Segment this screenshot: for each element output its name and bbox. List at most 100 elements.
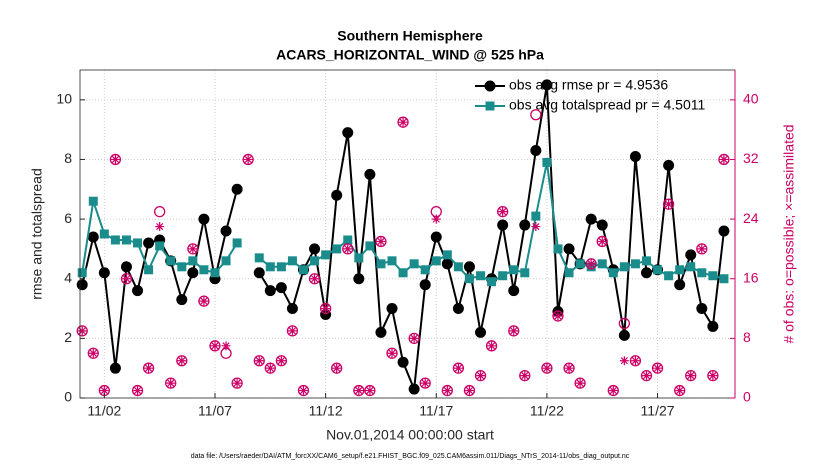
point <box>607 384 619 397</box>
point <box>398 117 408 127</box>
point <box>364 168 376 180</box>
point <box>254 253 264 263</box>
y2-tick-label: 40 <box>743 91 759 107</box>
point <box>386 347 398 359</box>
point <box>332 363 342 373</box>
point <box>209 340 221 352</box>
point <box>397 356 409 368</box>
point <box>651 362 664 374</box>
point <box>166 256 176 266</box>
point <box>188 244 198 254</box>
point <box>629 150 641 162</box>
point <box>265 363 275 373</box>
y2-tick-label: 8 <box>743 329 751 345</box>
point <box>286 303 298 315</box>
footnote: data file: /Users/raeder/DAI/ATM_forcXX/… <box>191 453 630 460</box>
point <box>530 145 542 157</box>
point <box>685 369 697 382</box>
point <box>541 79 553 91</box>
point <box>519 219 531 231</box>
point <box>574 377 586 389</box>
point <box>375 235 387 248</box>
point <box>376 236 386 246</box>
point <box>442 250 452 260</box>
point <box>120 261 132 273</box>
point <box>452 362 465 374</box>
point <box>640 369 653 382</box>
point <box>563 243 575 255</box>
point <box>264 362 276 374</box>
point <box>308 273 321 285</box>
y-tick-label: 4 <box>64 269 72 285</box>
point <box>608 386 618 396</box>
point <box>176 355 188 367</box>
point <box>707 369 719 382</box>
point <box>243 154 253 164</box>
point <box>253 355 265 367</box>
point <box>419 377 431 389</box>
point <box>463 384 476 397</box>
point <box>641 371 651 381</box>
point <box>497 219 509 231</box>
point <box>487 341 497 351</box>
point <box>253 267 265 279</box>
point <box>397 116 409 128</box>
point <box>453 363 463 373</box>
point <box>376 259 386 269</box>
x-tick-label: 11/02 <box>87 403 121 419</box>
point <box>618 329 630 341</box>
y-tick-label: 10 <box>56 91 72 107</box>
point <box>99 386 109 396</box>
point <box>109 362 121 374</box>
point <box>453 262 463 272</box>
point <box>387 348 397 358</box>
point <box>707 320 719 332</box>
point <box>431 256 441 266</box>
point <box>597 259 607 269</box>
legend-marker <box>485 101 495 111</box>
point <box>99 229 109 239</box>
point <box>297 384 310 397</box>
point <box>708 271 718 281</box>
point <box>287 256 297 266</box>
point <box>585 213 597 225</box>
point <box>275 355 288 367</box>
point <box>520 371 530 381</box>
point <box>88 348 98 358</box>
point <box>485 340 498 352</box>
point <box>176 294 188 306</box>
point <box>719 274 729 284</box>
point <box>630 259 640 269</box>
point <box>509 265 519 275</box>
point <box>264 285 276 297</box>
x-tick-label: 11/22 <box>530 403 564 419</box>
point <box>530 109 542 121</box>
point <box>464 386 474 396</box>
point <box>232 378 242 388</box>
point <box>343 235 353 245</box>
point <box>309 243 321 255</box>
point <box>664 199 674 209</box>
point <box>353 384 365 397</box>
point <box>231 377 243 389</box>
chart-subtitle: ACARS_HORIZONTAL_WIND @ 525 hPa <box>276 47 544 63</box>
legend-label: obs avg rmse pr = 4.9536 <box>509 77 668 93</box>
x-tick-label: 11/17 <box>419 403 453 419</box>
point <box>441 258 453 270</box>
point <box>409 259 419 269</box>
point <box>675 265 685 275</box>
point <box>430 231 442 243</box>
point <box>487 277 497 287</box>
point <box>298 386 308 396</box>
point <box>342 127 354 139</box>
point <box>531 211 541 221</box>
point <box>343 244 353 254</box>
point <box>276 356 286 366</box>
point <box>508 285 520 297</box>
point <box>199 296 209 306</box>
point <box>662 198 675 210</box>
point <box>142 362 155 374</box>
point <box>188 256 198 266</box>
y2-tick-label: 24 <box>743 210 759 226</box>
